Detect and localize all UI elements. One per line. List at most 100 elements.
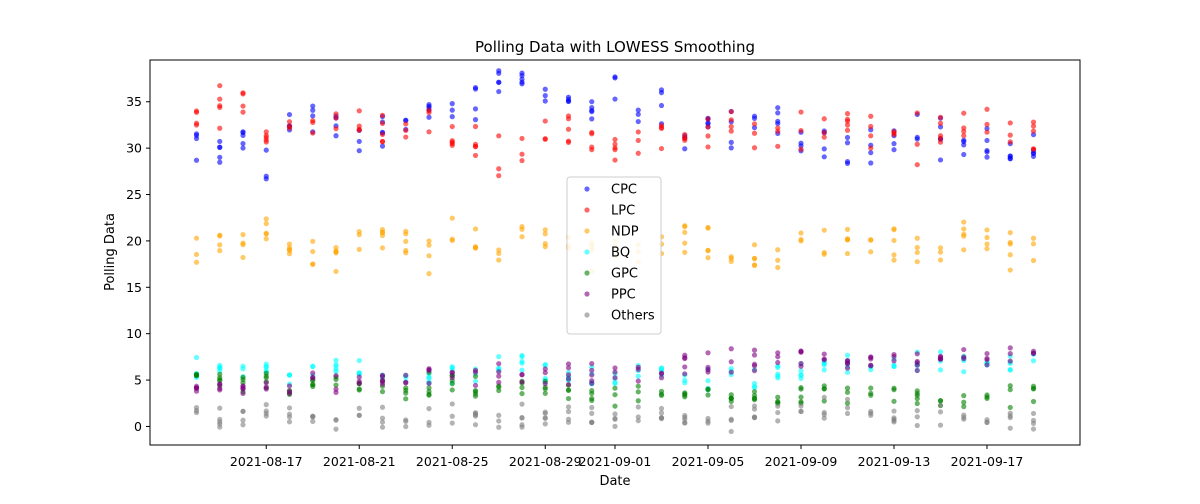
data-point [914,259,920,265]
data-point [1030,257,1037,264]
data-point [728,359,734,365]
data-point [519,151,525,157]
data-point [565,376,572,382]
data-point [658,415,665,421]
data-point [193,131,200,137]
y-tick-label: 20 [126,233,142,248]
data-point [705,255,711,261]
data-point [705,225,711,231]
data-point [705,248,711,254]
data-point [937,257,944,263]
data-point [542,415,548,421]
legend-label: LPC [611,204,635,219]
data-point [1007,153,1013,159]
data-point [472,106,479,112]
data-point [333,382,339,388]
data-point [937,157,944,163]
data-point [263,139,269,145]
x-tick-label: 2021-08-21 [323,454,396,469]
data-point [589,390,595,397]
data-point [589,372,595,378]
data-point [891,358,897,364]
data-point [844,159,851,165]
data-point [728,254,734,260]
data-point [728,403,734,410]
data-point [496,418,502,424]
data-point [984,241,990,247]
data-point [914,396,920,402]
legend-label: GPC [611,267,638,282]
x-tick-label: 2021-09-09 [765,454,838,469]
data-point [542,421,548,427]
data-point [356,378,362,384]
data-point [751,121,758,127]
data-point [937,114,944,120]
data-point [472,373,479,380]
data-point [565,381,572,388]
data-point [658,125,665,132]
data-point [705,420,711,426]
data-point [472,123,479,130]
data-point [705,133,711,139]
data-point [705,124,711,130]
data-point [472,378,479,384]
data-point [310,248,316,255]
legend-label: PPC [611,288,636,303]
data-point [333,426,339,432]
data-point [379,372,386,378]
data-point [868,392,874,398]
data-point [635,118,641,125]
data-point [193,405,200,411]
data-point [263,129,269,135]
data-point [379,131,386,138]
data-point [193,122,200,128]
data-point [914,400,920,407]
data-point [217,103,223,109]
data-point [240,422,246,428]
data-point [379,143,386,149]
data-point [682,355,688,362]
data-point [356,123,362,129]
data-point [868,354,874,360]
data-point [403,127,409,134]
data-point [984,362,990,368]
series-gpc-points [193,369,1037,411]
data-point [798,127,804,134]
data-point [217,387,223,393]
data-point [263,216,269,222]
data-point [263,230,269,236]
data-point [868,133,874,139]
data-point [612,145,618,151]
data-point [775,110,781,116]
y-tick-label: 0 [134,419,142,434]
data-point [775,359,781,366]
data-point [1007,351,1013,357]
data-point [868,237,874,243]
data-point [565,365,572,371]
data-point [937,133,944,139]
data-point [682,131,688,138]
y-axis: 0 5 10 15 20 25 30 35 [126,94,150,434]
data-point [286,119,293,125]
data-point [682,412,688,419]
data-point [728,258,734,264]
data-point [775,257,781,263]
data-point [403,423,409,430]
data-point [821,409,827,416]
data-point [1030,386,1037,392]
data-point [635,418,641,424]
data-point [821,146,827,152]
data-point [1030,426,1037,432]
data-point [914,388,920,394]
data-point [286,241,293,247]
data-point [821,227,827,233]
data-point [1007,383,1013,389]
data-point [217,364,223,370]
data-point [426,380,432,386]
x-tick-label: 2021-08-29 [509,454,582,469]
data-point [961,247,967,253]
data-point [403,418,409,425]
data-point [612,157,618,163]
data-point [891,141,897,147]
